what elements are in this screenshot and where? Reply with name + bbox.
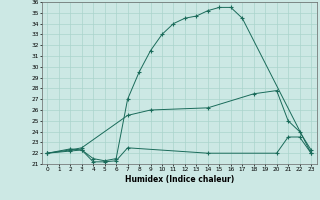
X-axis label: Humidex (Indice chaleur): Humidex (Indice chaleur) xyxy=(124,175,234,184)
